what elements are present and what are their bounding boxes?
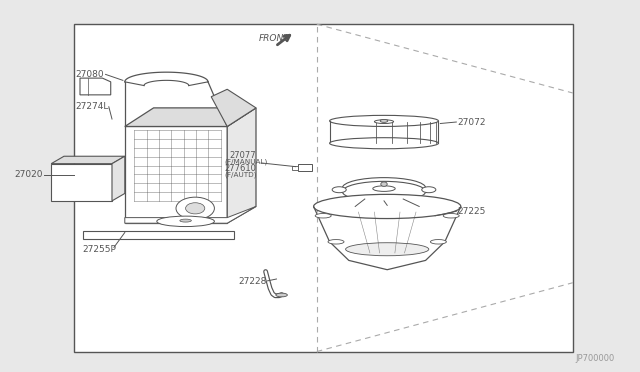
Ellipse shape: [422, 187, 436, 193]
Polygon shape: [80, 78, 111, 95]
Ellipse shape: [315, 214, 332, 218]
Ellipse shape: [314, 194, 461, 219]
Ellipse shape: [443, 214, 460, 218]
Text: 27077: 27077: [229, 151, 256, 160]
Text: 27274L: 27274L: [76, 102, 109, 111]
Text: 277610: 277610: [224, 164, 256, 173]
Ellipse shape: [342, 182, 426, 202]
Polygon shape: [51, 156, 125, 164]
Polygon shape: [125, 108, 256, 126]
Ellipse shape: [276, 293, 287, 297]
Ellipse shape: [342, 178, 426, 198]
Text: (F/MANUAL): (F/MANUAL): [224, 159, 268, 166]
Polygon shape: [51, 164, 112, 201]
Ellipse shape: [346, 243, 429, 256]
Text: (F/AUTD): (F/AUTD): [224, 171, 257, 178]
Ellipse shape: [380, 119, 388, 122]
Ellipse shape: [374, 120, 394, 124]
Text: 27225: 27225: [458, 207, 486, 216]
Text: 27020: 27020: [14, 170, 43, 179]
Text: FRONT: FRONT: [259, 34, 290, 43]
Bar: [298, 164, 312, 171]
Polygon shape: [125, 126, 227, 223]
Text: 27072: 27072: [458, 118, 486, 126]
Polygon shape: [227, 108, 256, 223]
Ellipse shape: [332, 187, 346, 193]
Ellipse shape: [372, 186, 396, 192]
Ellipse shape: [430, 240, 447, 244]
Text: 27080: 27080: [76, 70, 104, 79]
Ellipse shape: [330, 138, 438, 149]
Bar: [292, 166, 298, 170]
Circle shape: [186, 203, 205, 214]
Text: 27228: 27228: [238, 277, 266, 286]
Circle shape: [176, 197, 214, 219]
Ellipse shape: [157, 216, 214, 227]
Ellipse shape: [328, 240, 344, 244]
Text: JP700000: JP700000: [575, 354, 614, 363]
Ellipse shape: [381, 182, 387, 186]
Polygon shape: [211, 89, 256, 126]
Polygon shape: [125, 206, 256, 223]
Polygon shape: [112, 156, 125, 201]
Ellipse shape: [180, 219, 191, 222]
Polygon shape: [83, 231, 234, 239]
Text: 27255P: 27255P: [82, 245, 116, 254]
Bar: [74, 24, 573, 352]
Ellipse shape: [330, 115, 438, 126]
